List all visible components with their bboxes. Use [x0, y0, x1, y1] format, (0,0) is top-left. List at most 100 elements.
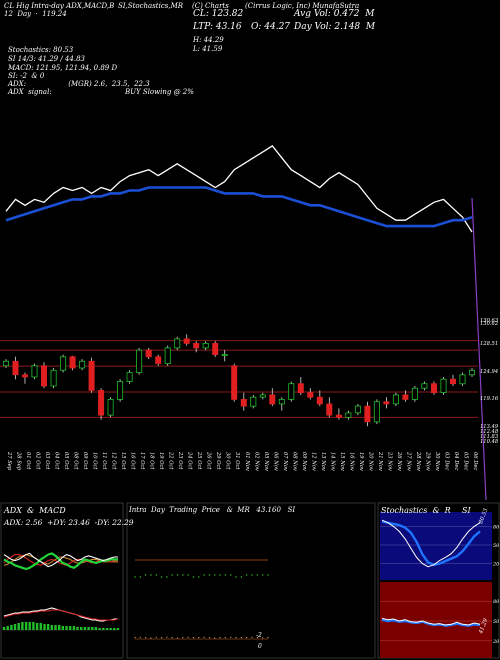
date-label: 30 Oct [225, 452, 231, 470]
header-adx-signal: ADX signal: [8, 88, 52, 96]
adx-panel-frame [0, 502, 124, 659]
trend-line [471, 197, 487, 501]
candle [297, 383, 304, 394]
intraday-price-dot [187, 574, 189, 576]
date-label: 23 Oct [177, 451, 183, 470]
price-tick-label: 111.83 [480, 434, 499, 440]
volume-average-line [5, 186, 473, 228]
intraday-mr-dot [251, 636, 253, 638]
date-label: 02 Oct [35, 452, 41, 470]
date-label: 09 Oct [82, 452, 88, 470]
date-label: 05 Oct [63, 452, 69, 470]
candle [459, 374, 466, 385]
intraday-mr-dot [214, 637, 216, 639]
candle [145, 349, 152, 358]
candle [60, 356, 67, 371]
stoch-d-line [381, 519, 481, 568]
header-open: O: 44.27 [251, 22, 291, 32]
macd-histogram-bar [17, 623, 20, 630]
intraday-price-dot [208, 574, 211, 576]
date-label: 04 Oct [54, 452, 60, 470]
intraday-panel-title: Intra Day Trading Price & MR 43.160 SI [129, 506, 296, 514]
stochastics-rsi-panel: 80 50 20 80 50 20 80.53 41.29 [377, 502, 500, 659]
candle [126, 372, 133, 382]
date-label: 30 Nov [434, 452, 440, 471]
date-label: 24 Oct [187, 451, 193, 470]
date-label: 15 Nov [339, 452, 345, 471]
candle [221, 354, 228, 357]
intraday-panel-frame [126, 502, 376, 659]
candle [79, 360, 86, 369]
stoch-tick-label: 20 [492, 562, 500, 568]
candle [468, 369, 475, 376]
intraday-price-dot [139, 576, 141, 578]
candle [411, 387, 418, 400]
macd-histogram-bar [10, 625, 13, 630]
intraday-mr-dot [182, 637, 184, 639]
intraday-price-dot [262, 574, 264, 576]
date-label: 27 Nov [405, 451, 411, 471]
date-label: 12 Nov [310, 452, 316, 471]
candle [231, 365, 238, 400]
date-label: 09 Nov [301, 452, 307, 471]
intraday-mr-dot [203, 636, 205, 638]
intraday-mr-dot [166, 636, 168, 638]
date-label: 21 Nov [377, 451, 383, 471]
date-axis: 27 Sep 28 Sep 01 Oct 02 Oct 03 Oct 04 Oct 05 O… [6, 451, 478, 471]
intraday-mr-dot [262, 637, 264, 639]
macd-histogram-bar [80, 627, 83, 630]
intraday-mr-dot [256, 637, 258, 639]
volume-line [5, 145, 473, 233]
header-adx: ADX: (MGR) 2.6, 23.5, 22.3 [8, 80, 150, 88]
macd-signal-line [3, 609, 119, 621]
macd-histogram-bar [46, 624, 50, 630]
candle [107, 398, 114, 416]
rsi-value-label: 41.29 [478, 617, 490, 635]
date-label: 18 Oct [149, 452, 155, 470]
candle [174, 338, 181, 349]
adx-readout: ADX: 2.56 +DY: 23.46 -DY: 22.29 [4, 518, 134, 527]
adx-panel-title: ADX & MACD [4, 506, 66, 515]
date-label: 10 Oct [92, 452, 98, 470]
candle [430, 383, 437, 394]
candle [364, 405, 371, 423]
intraday-price-dot [256, 574, 259, 576]
price-tick-label: 112.48 [480, 429, 499, 435]
date-label: 06 Nov [272, 452, 278, 471]
intraday-price-dot [160, 576, 163, 578]
candle [98, 389, 105, 416]
intraday-price-dot [134, 576, 136, 578]
date-label: 02 Nov [253, 452, 259, 471]
date-label: 12 Oct [111, 452, 117, 470]
mr-zero-label: 0 [258, 643, 262, 650]
price-tick-label: 128.51 [480, 341, 498, 347]
price-tick-label: 110.48 [480, 439, 499, 445]
header-mid-top: SI,Stochastics,MR [118, 2, 184, 10]
macd-histogram-bar [91, 627, 94, 630]
header-symbol-top: (C) Charts [192, 2, 229, 10]
macd-histogram-bar [39, 623, 42, 630]
stoch-value-label: 80.53 [478, 507, 489, 524]
candle [50, 369, 57, 387]
stoch-panel-title-right: SI [462, 506, 471, 515]
candle [136, 349, 143, 373]
stoch-tick-label: 80 [493, 524, 500, 530]
intraday-mr-dot [192, 637, 195, 639]
candle [21, 374, 28, 378]
date-label: 22 Oct [168, 451, 174, 470]
header-period: 12 Day · 119.24 [4, 10, 67, 18]
rsi-tick-label: 80 [493, 599, 500, 605]
candle [155, 356, 162, 364]
macd-histogram-bar [69, 626, 72, 630]
date-label: 08 Nov [291, 452, 297, 471]
header-buy-signal: BUY Slowing @ 2% [125, 88, 194, 96]
macd-histogram-bar [24, 622, 28, 630]
macd-histogram-bar [32, 622, 35, 630]
intraday-panel: 0 -2 [126, 502, 376, 659]
header-day-volume: Day Vol: 2.148 M [294, 22, 376, 32]
macd-histogram-bar [61, 626, 64, 630]
intraday-price-dot [166, 576, 168, 578]
header-company-top: (Cirrus Logic, Inc) MunafaSutra [245, 2, 360, 10]
